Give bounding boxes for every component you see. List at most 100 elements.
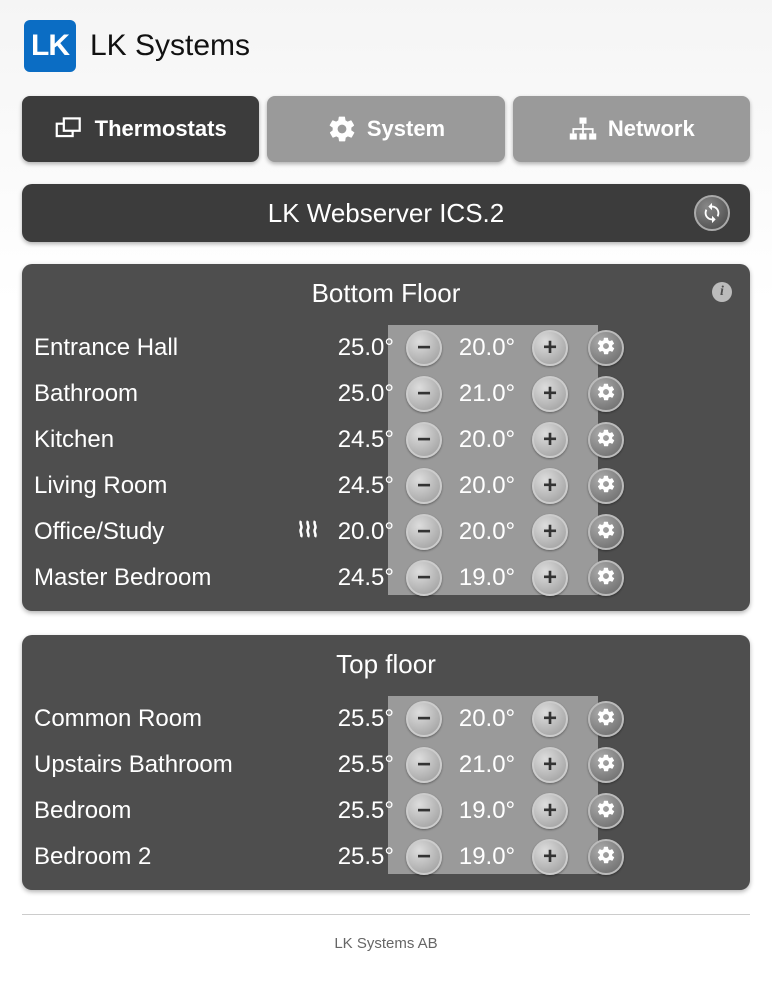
settings-button[interactable] [588,839,624,875]
settings-button[interactable] [588,330,624,366]
gear-icon [596,474,616,499]
app-header: LK LK Systems [22,20,750,72]
floor-title: Bottom Floor [312,278,461,308]
tab-network[interactable]: Network [513,96,750,162]
floor-header: Bottom Floor i [22,264,750,325]
floor-panel: Bottom FlooriEntrance Hall25.0°−20.0°+Ba… [22,264,750,611]
gear-icon [596,428,616,453]
tab-system[interactable]: System [267,96,504,162]
minus-icon: − [417,520,431,544]
room-name: Bedroom [34,797,294,825]
minus-icon: − [417,474,431,498]
current-temp: 24.5° [322,426,400,454]
current-temp: 20.0° [322,518,400,546]
room-name: Office/Study [34,518,294,546]
floor-header: Top floor [22,635,750,696]
gear-icon [596,382,616,407]
setpoint-temp: 21.0° [448,380,526,408]
room-name: Living Room [34,472,294,500]
room-name: Entrance Hall [34,334,294,362]
server-bar: LK Webserver ICS.2 [22,184,750,242]
info-button[interactable]: i [712,282,732,302]
room-name: Master Bedroom [34,564,294,592]
decrease-button[interactable]: − [406,330,442,366]
room-name: Bedroom 2 [34,843,294,871]
settings-button[interactable] [588,514,624,550]
logo-icon: LK [24,20,76,72]
tab-label: System [367,116,445,142]
minus-icon: − [417,336,431,360]
settings-button[interactable] [588,468,624,504]
decrease-button[interactable]: − [406,422,442,458]
decrease-button[interactable]: − [406,468,442,504]
increase-button[interactable]: + [532,560,568,596]
setpoint-temp: 20.0° [448,334,526,362]
increase-button[interactable]: + [532,514,568,550]
minus-icon: − [417,382,431,406]
minus-icon: − [417,799,431,823]
room-rows: Common Room25.5°−20.0°+ Upstairs Bathroom… [22,696,750,880]
gear-icon [596,520,616,545]
decrease-button[interactable]: − [406,514,442,550]
settings-button[interactable] [588,747,624,783]
plus-icon: + [543,520,557,544]
increase-button[interactable]: + [532,839,568,875]
decrease-button[interactable]: − [406,560,442,596]
floor-title: Top floor [336,649,436,679]
tab-thermostats[interactable]: Thermostats [22,96,259,162]
gear-icon [596,753,616,778]
setpoint-temp: 20.0° [448,426,526,454]
plus-icon: + [543,799,557,823]
gear-icon [596,799,616,824]
server-title: LK Webserver ICS.2 [268,198,505,229]
room-row: Kitchen24.5°−20.0°+ [22,417,750,463]
current-temp: 25.5° [322,705,400,733]
increase-button[interactable]: + [532,376,568,412]
settings-button[interactable] [588,701,624,737]
brand-title: LK Systems [90,29,250,63]
increase-button[interactable]: + [532,747,568,783]
current-temp: 25.5° [322,797,400,825]
room-row: Bedroom 225.5°−19.0°+ [22,834,750,880]
increase-button[interactable]: + [532,330,568,366]
setpoint-temp: 19.0° [448,843,526,871]
room-rows: Entrance Hall25.0°−20.0°+Bathroom25.0°−2… [22,325,750,601]
plus-icon: + [543,566,557,590]
increase-button[interactable]: + [532,793,568,829]
plus-icon: + [543,753,557,777]
room-row: Common Room25.5°−20.0°+ [22,696,750,742]
current-temp: 25.0° [322,380,400,408]
room-row: Office/Study 20.0°−20.0° + [22,509,750,555]
decrease-button[interactable]: − [406,839,442,875]
increase-button[interactable]: + [532,468,568,504]
plus-icon: + [543,474,557,498]
room-name: Upstairs Bathroom [34,751,294,779]
plus-icon: + [543,845,557,869]
gear-icon [596,566,616,591]
increase-button[interactable]: + [532,422,568,458]
current-temp: 25.5° [322,751,400,779]
plus-icon: + [543,336,557,360]
setpoint-temp: 20.0° [448,518,526,546]
decrease-button[interactable]: − [406,701,442,737]
logo-letters: LK [31,29,69,63]
room-name: Bathroom [34,380,294,408]
settings-button[interactable] [588,560,624,596]
main-tabs: Thermostats System Network [22,96,750,162]
refresh-icon [701,202,723,224]
decrease-button[interactable]: − [406,793,442,829]
room-row: Bathroom 25.0°−21.0°+ [22,371,750,417]
plus-icon: + [543,428,557,452]
increase-button[interactable]: + [532,701,568,737]
refresh-button[interactable] [694,195,730,231]
decrease-button[interactable]: − [406,376,442,412]
decrease-button[interactable]: − [406,747,442,783]
settings-button[interactable] [588,422,624,458]
gear-icon [596,845,616,870]
settings-button[interactable] [588,793,624,829]
room-row: Living Room24.5°−20.0°+ [22,463,750,509]
room-row: Bedroom 25.5°−19.0° + [22,788,750,834]
plus-icon: + [543,707,557,731]
setpoint-temp: 19.0° [448,797,526,825]
settings-button[interactable] [588,376,624,412]
